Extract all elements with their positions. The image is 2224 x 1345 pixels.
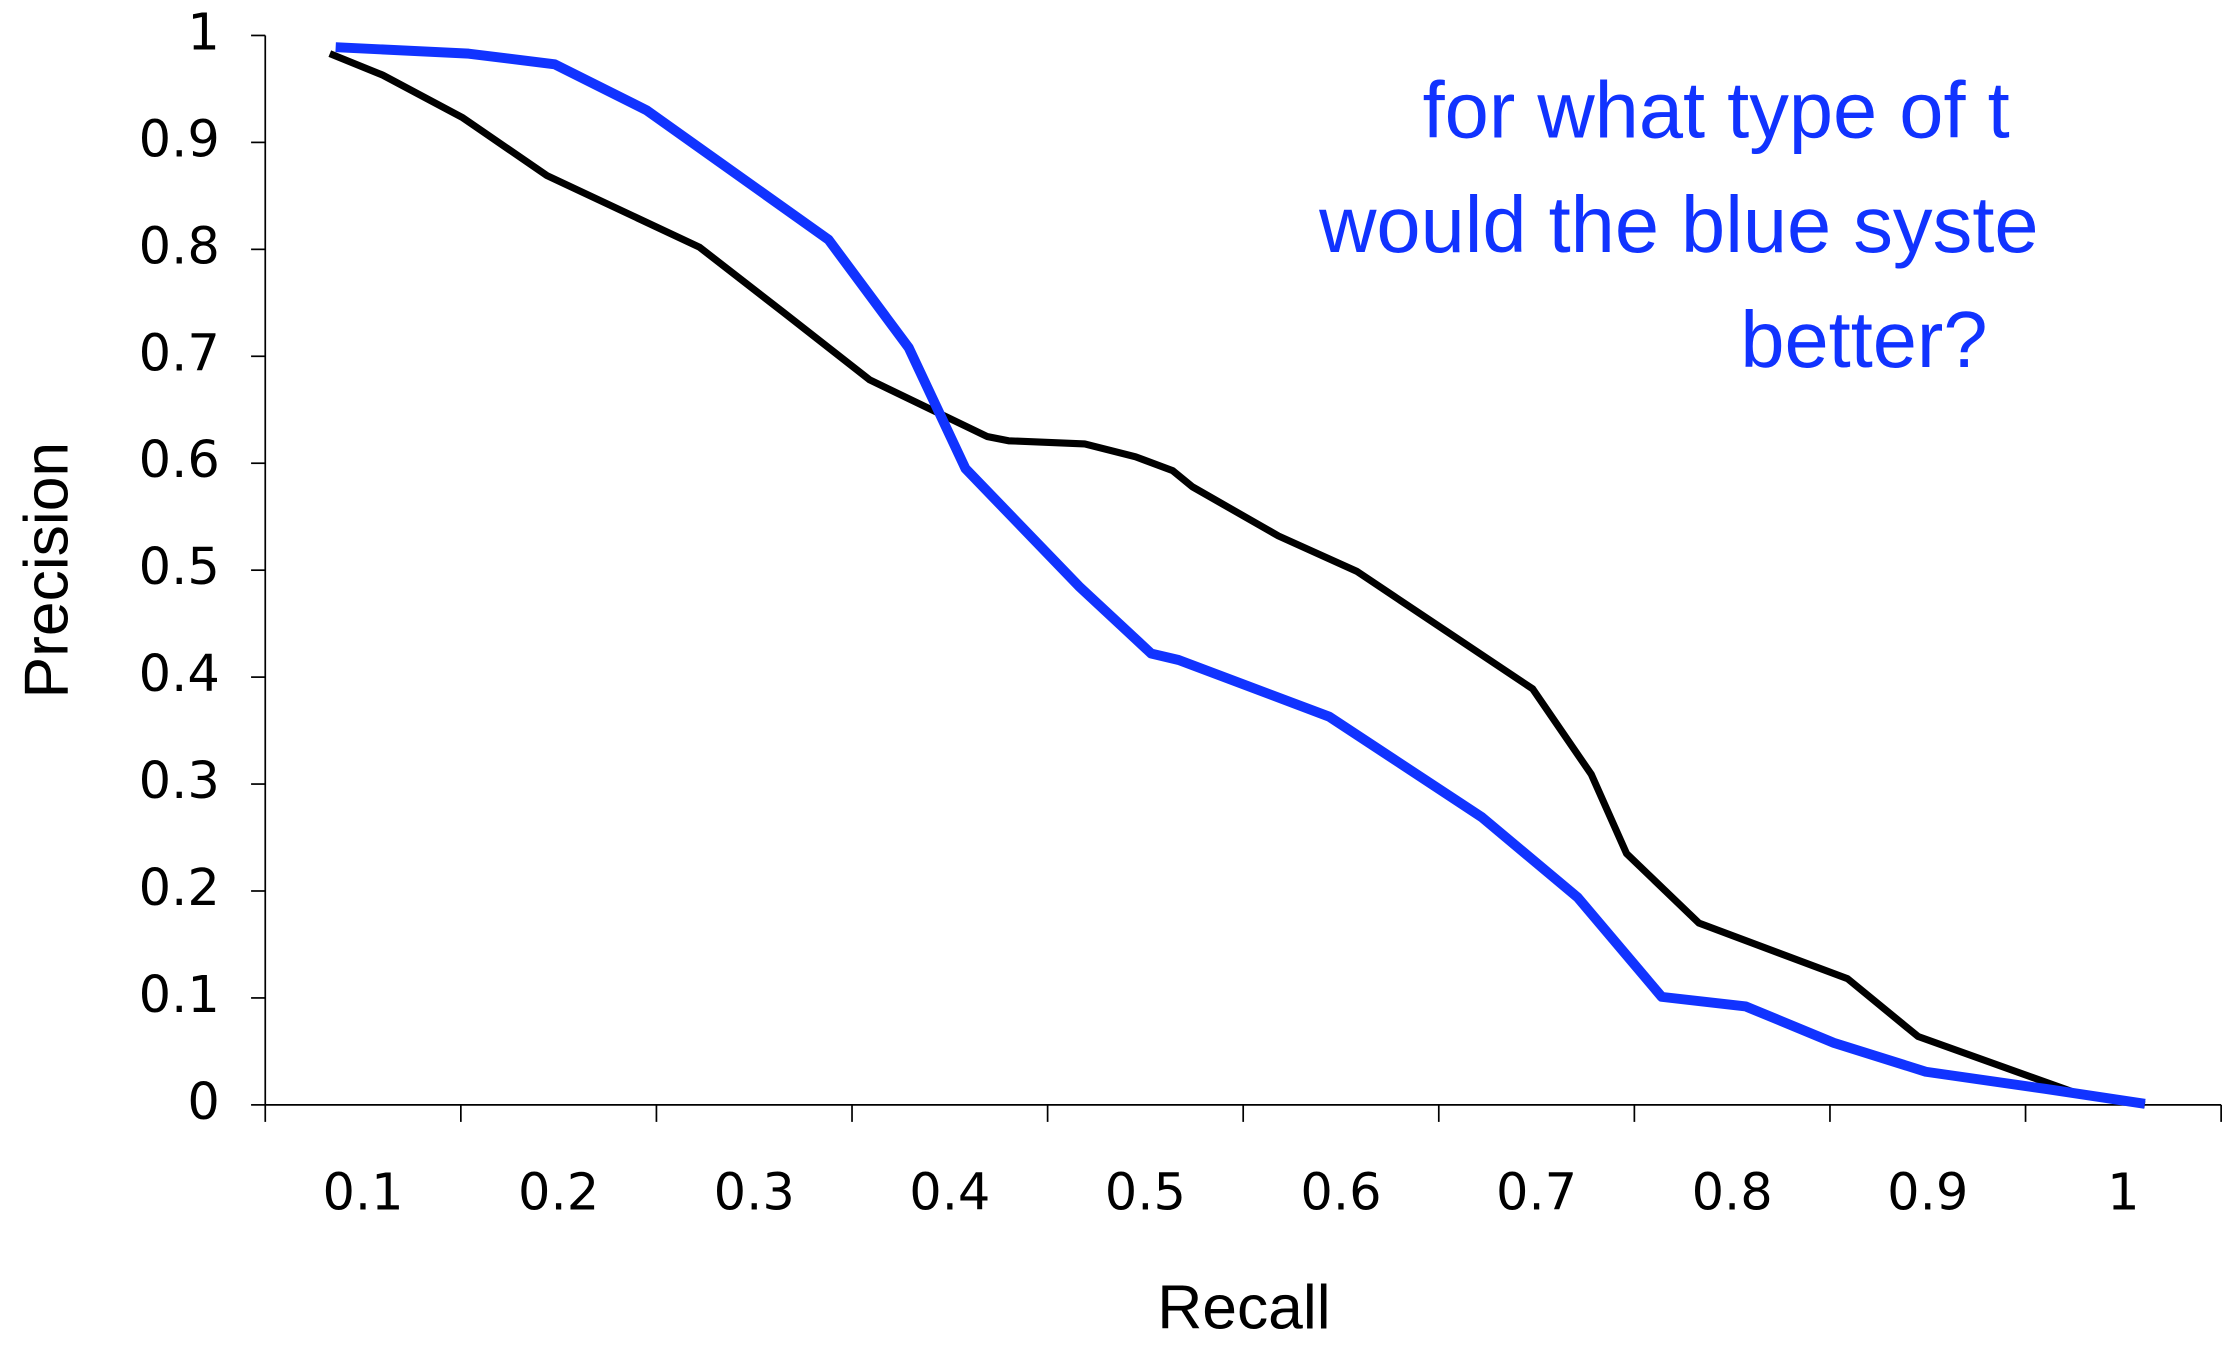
x-tick-label: 0.7	[1496, 1164, 1577, 1223]
y-tick-label: 0	[187, 1073, 219, 1132]
y-tick-label: 0.6	[139, 431, 220, 490]
x-tick-label: 0.2	[518, 1164, 599, 1223]
annotation: for what type of t	[1423, 65, 2010, 154]
x-tick-label: 0.6	[1300, 1164, 1381, 1223]
x-tick-label: 1	[2107, 1164, 2139, 1223]
x-tick-label: 0.1	[322, 1164, 403, 1223]
y-tick-label: 0.3	[139, 752, 220, 811]
y-tick-label: 0.5	[139, 538, 220, 597]
x-tick-label: 0.3	[714, 1164, 795, 1223]
y-tick-label: 0.8	[139, 217, 220, 276]
x-tick-label: 0.8	[1692, 1164, 1773, 1223]
y-tick-label: 0.2	[139, 859, 220, 918]
annotation: better?	[1740, 295, 1987, 384]
y-tick-label: 0.4	[139, 645, 220, 704]
y-tick-label: 0.9	[139, 110, 220, 169]
x-tick-label: 0.5	[1105, 1164, 1186, 1223]
data-line	[328, 50, 2146, 1109]
y-tick-label: 1	[187, 3, 219, 62]
y-tick-label: 0.7	[139, 324, 220, 383]
y-axis-title: Precision	[13, 442, 82, 699]
x-axis-title: Recall	[1157, 1273, 1330, 1342]
x-tick-label: 0.9	[1887, 1164, 1968, 1223]
data-line	[335, 42, 2146, 1109]
y-tick-label: 0.1	[139, 966, 220, 1025]
annotation: would the blue syste	[1318, 180, 2039, 269]
x-tick-label: 0.4	[909, 1164, 990, 1223]
